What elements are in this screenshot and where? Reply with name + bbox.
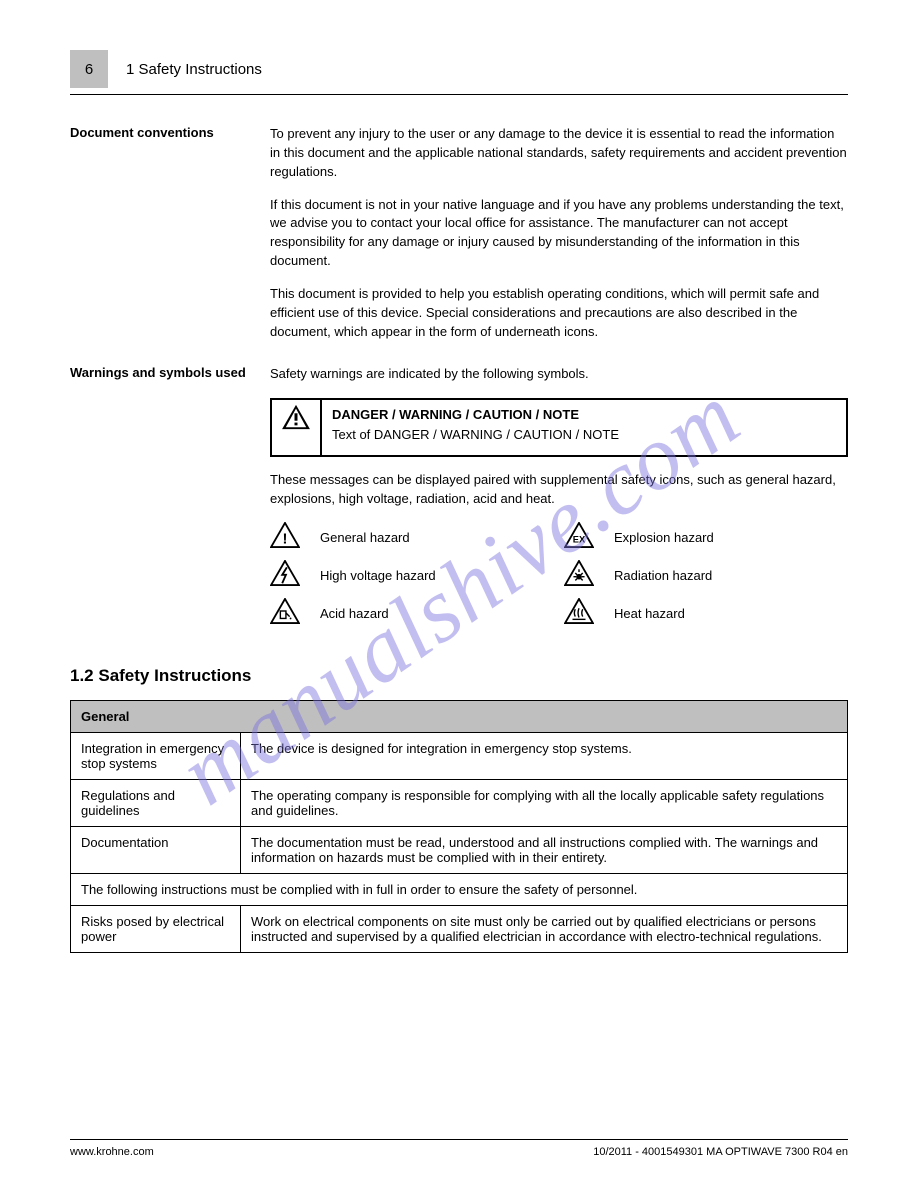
- warning-box-icon-cell: [272, 400, 322, 454]
- safety-table: General Integration in emergency stop sy…: [70, 700, 848, 953]
- warnings-label: Warnings and symbols used: [70, 365, 270, 629]
- hazard-icon-grid: ! General hazard EX Explosion hazard Hig…: [270, 522, 848, 630]
- warning-box-body: Text of DANGER / WARNING / CAUTION / NOT…: [332, 427, 619, 442]
- row-value-emergency: The device is designed for integration i…: [241, 732, 848, 779]
- voltage-hazard-label: High voltage hazard: [320, 567, 554, 586]
- table-row: Documentation The documentation must be …: [71, 826, 848, 873]
- warning-box: DANGER / WARNING / CAUTION / NOTE Text o…: [270, 398, 848, 456]
- table-row: Risks posed by electrical power Work on …: [71, 905, 848, 952]
- table-row: Integration in emergency stop systems Th…: [71, 732, 848, 779]
- table-header-row: General: [71, 700, 848, 732]
- row-label-electrical: Risks posed by electrical power: [71, 905, 241, 952]
- row-label-documentation: Documentation: [71, 826, 241, 873]
- safety-section-title: 1.2 Safety Instructions: [70, 666, 848, 686]
- table-row: Regulations and guidelines The operating…: [71, 779, 848, 826]
- doc-conventions-more: If this document is not in your native l…: [270, 196, 848, 271]
- acid-hazard-label: Acid hazard: [320, 605, 554, 624]
- explosion-hazard-label: Explosion hazard: [614, 529, 848, 548]
- warning-triangle-icon: [281, 404, 311, 430]
- table-header-general: General: [71, 700, 848, 732]
- header-title: 1 Safety Instructions: [126, 61, 262, 78]
- warning-box-text: DANGER / WARNING / CAUTION / NOTE Text o…: [322, 400, 846, 454]
- general-hazard-label: General hazard: [320, 529, 554, 548]
- doc-conventions-intro: To prevent any injury to the user or any…: [270, 125, 848, 182]
- doc-conventions-label: Document conventions: [70, 125, 270, 355]
- voltage-hazard-icon: [270, 560, 310, 592]
- footer-left: www.krohne.com: [70, 1146, 154, 1158]
- warning-box-heading: DANGER / WARNING / CAUTION / NOTE: [332, 406, 836, 424]
- heat-hazard-icon: [564, 598, 604, 630]
- row-value-documentation: The documentation must be read, understo…: [241, 826, 848, 873]
- row-label-regulations: Regulations and guidelines: [71, 779, 241, 826]
- row-full-text: The following instructions must be compl…: [71, 873, 848, 905]
- table-row-full: The following instructions must be compl…: [71, 873, 848, 905]
- radiation-hazard-label: Radiation hazard: [614, 567, 848, 586]
- doc-conventions-help: This document is provided to help you es…: [270, 285, 848, 342]
- heat-hazard-label: Heat hazard: [614, 605, 848, 624]
- acid-hazard-icon: [270, 598, 310, 630]
- doc-conventions-section: Document conventions To prevent any inju…: [70, 125, 848, 355]
- svg-text:!: !: [283, 532, 288, 548]
- general-hazard-icon: !: [270, 522, 310, 554]
- svg-text:EX: EX: [573, 535, 586, 545]
- page-footer: www.krohne.com 10/2011 - 4001549301 MA O…: [70, 1139, 848, 1158]
- row-label-emergency: Integration in emergency stop systems: [71, 732, 241, 779]
- page-number: 6: [85, 61, 93, 78]
- warnings-intro: Safety warnings are indicated by the fol…: [270, 365, 848, 384]
- header-bar: 6 1 Safety Instructions: [70, 50, 848, 95]
- footer-right: 10/2011 - 4001549301 MA OPTIWAVE 7300 R0…: [593, 1146, 848, 1158]
- explosion-hazard-icon: EX: [564, 522, 604, 554]
- radiation-hazard-icon: [564, 560, 604, 592]
- page-number-box: 6: [70, 50, 108, 88]
- warnings-pair-text: These messages can be displayed paired w…: [270, 471, 848, 509]
- row-value-regulations: The operating company is responsible for…: [241, 779, 848, 826]
- warnings-section: Warnings and symbols used Safety warning…: [70, 365, 848, 629]
- row-value-electrical: Work on electrical components on site mu…: [241, 905, 848, 952]
